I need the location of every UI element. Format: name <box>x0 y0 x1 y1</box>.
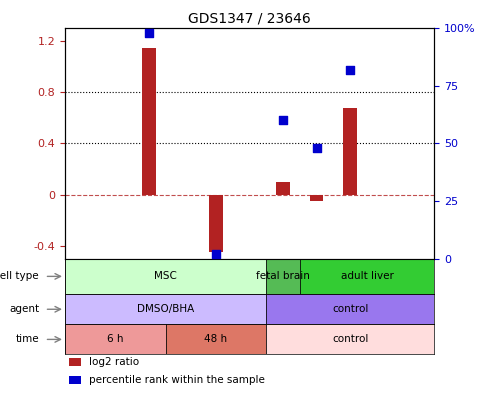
Text: percentile rank within the sample: percentile rank within the sample <box>89 375 265 385</box>
Bar <box>65 294 266 324</box>
Title: GDS1347 / 23646: GDS1347 / 23646 <box>188 12 311 26</box>
Bar <box>68 376 81 384</box>
Point <box>212 251 220 257</box>
Text: control: control <box>332 335 368 344</box>
Bar <box>65 324 166 354</box>
Bar <box>343 108 357 195</box>
Point <box>346 66 354 73</box>
Text: time: time <box>15 335 39 344</box>
Point <box>145 30 153 36</box>
Text: fetal brain: fetal brain <box>256 271 310 281</box>
Bar <box>142 47 156 195</box>
Bar <box>310 195 323 201</box>
Bar <box>209 195 223 252</box>
Text: agent: agent <box>9 304 39 314</box>
Bar <box>300 258 434 294</box>
Text: MSC: MSC <box>154 271 177 281</box>
Bar <box>266 258 300 294</box>
Text: DMSO/BHA: DMSO/BHA <box>137 304 194 314</box>
Text: 6 h: 6 h <box>107 335 123 344</box>
Text: log2 ratio: log2 ratio <box>89 357 139 367</box>
Text: 48 h: 48 h <box>205 335 228 344</box>
Bar <box>266 294 434 324</box>
Bar <box>266 324 434 354</box>
Text: adult liver: adult liver <box>340 271 393 281</box>
Bar <box>276 182 290 195</box>
Bar <box>65 258 266 294</box>
Point <box>313 145 321 151</box>
Bar <box>166 324 266 354</box>
Point <box>279 117 287 124</box>
Text: control: control <box>332 304 368 314</box>
Text: cell type: cell type <box>0 271 39 281</box>
Bar <box>68 358 81 366</box>
